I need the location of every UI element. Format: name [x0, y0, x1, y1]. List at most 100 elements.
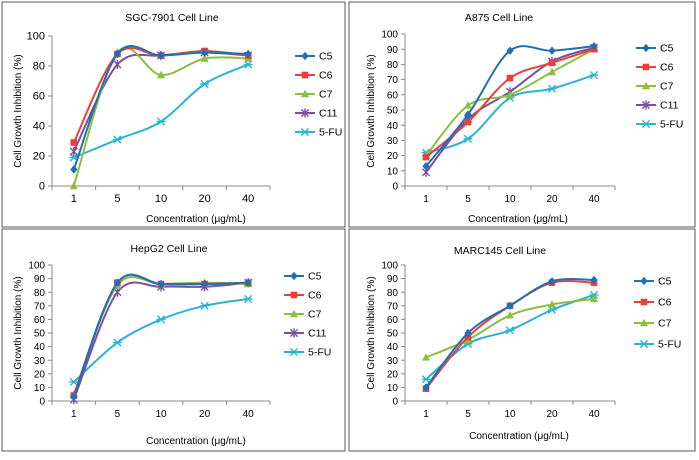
legend-marker-c6: [301, 71, 309, 79]
legend-marker-5-fu: [289, 347, 299, 357]
y-tick-label: 40: [387, 121, 399, 132]
x-axis-label: Concentration (μg/mL): [469, 431, 569, 442]
data-point-c7-10: [506, 90, 514, 98]
y-tick-label: 80: [387, 288, 399, 299]
data-point-c5-20: [548, 277, 556, 286]
y-tick-label: 90: [387, 45, 399, 56]
series-line-c7: [72, 46, 249, 187]
y-tick-label: 50: [387, 329, 399, 340]
data-point-c5-10: [157, 279, 165, 289]
data-point-5-fu-10: [156, 315, 166, 324]
y-tick-label: 0: [39, 181, 45, 193]
legend-label: 5-FU: [308, 347, 331, 359]
x-axis-label: Concentration (μg/mL): [146, 436, 246, 447]
data-point-c7-1: [69, 181, 78, 190]
panel-frame: [1, 1, 346, 228]
data-point-5-fu-1: [421, 375, 431, 384]
data-point-c6-10: [506, 74, 514, 82]
legend-marker-5-fu: [641, 119, 651, 129]
data-point-5-fu-10: [156, 117, 166, 126]
series-c5: [422, 41, 598, 171]
chart-title: SGC-7901 Cell Line: [125, 12, 219, 24]
data-point-c5-5: [113, 278, 121, 287]
y-tick-label: 100: [28, 261, 45, 272]
legend-marker-c5: [642, 43, 650, 53]
x-tick-label: 5: [465, 409, 471, 420]
legend-marker-c7: [301, 89, 309, 98]
legend-item-5-fu: 5-FU: [636, 119, 683, 131]
data-point-5-fu-20: [547, 84, 557, 93]
legend-marker-c5: [640, 276, 648, 286]
data-point-c7-20: [548, 67, 556, 76]
data-point-5-fu-20: [200, 79, 209, 89]
legend-marker-c5: [301, 51, 309, 61]
data-point-c5-20: [201, 279, 209, 289]
data-point-c5-10: [506, 46, 514, 55]
y-tick-label: 50: [387, 106, 399, 117]
data-point-c5-40: [244, 278, 252, 287]
data-point-5-fu-5: [113, 338, 122, 347]
legend-marker-c11: [289, 328, 299, 338]
legend: C5 C6 C7 C11 5-FU: [284, 271, 331, 359]
y-tick-label: 30: [387, 136, 399, 147]
legend: C5 C6 C7 5-FU: [634, 276, 681, 351]
legend-item-c7: C7: [295, 89, 333, 101]
x-tick-label: 5: [465, 194, 471, 205]
legend-item-5-fu: 5-FU: [634, 339, 681, 351]
data-point-c5-40: [590, 41, 598, 51]
series-c5: [70, 45, 252, 174]
y-tick-label: 40: [33, 121, 45, 133]
y-tick-label: 30: [387, 356, 399, 367]
legend-label: C6: [308, 290, 322, 302]
legend-item-c6: C6: [295, 70, 333, 82]
y-tick-label: 60: [33, 91, 45, 103]
legend-marker-c6: [290, 291, 298, 299]
y-tick-label: 90: [34, 274, 46, 285]
data-point-c5-40: [244, 49, 252, 59]
legend-item-c5: C5: [295, 51, 333, 63]
legend-item-c6: C6: [634, 297, 672, 309]
legend-label: C7: [308, 309, 322, 321]
data-point-5-fu-40: [243, 60, 253, 69]
y-axis-label: Cell Growth Inhibition (%): [13, 54, 24, 167]
data-point-c11-1: [69, 146, 78, 157]
legend-marker-c11: [300, 108, 310, 118]
y-axis-label: Cell Growth Inhibition (%): [366, 276, 377, 389]
data-point-c7-20: [200, 54, 209, 62]
legend-item-c7: C7: [634, 318, 672, 330]
data-point-c5-1: [422, 383, 430, 392]
data-point-c5-20: [548, 46, 556, 55]
y-tick-label: 10: [34, 383, 46, 394]
data-point-5-fu-5: [463, 134, 473, 143]
data-point-c6-1: [70, 139, 78, 146]
legend-label: C6: [660, 62, 674, 74]
y-tick-label: 10: [387, 383, 399, 394]
legend-item-c7: C7: [284, 309, 322, 321]
chart-title: A875 Cell Line: [465, 12, 533, 24]
y-axis-label: Cell Growth Inhibition (%): [366, 54, 377, 167]
y-tick-label: 0: [392, 182, 398, 193]
x-tick-label: 40: [588, 409, 600, 420]
y-tick-label: 0: [39, 397, 45, 408]
y-tick-label: 100: [27, 31, 45, 43]
legend-label: C7: [658, 318, 672, 330]
x-tick-label: 10: [504, 409, 516, 420]
data-point-c5-5: [113, 49, 121, 59]
y-tick-label: 90: [387, 274, 399, 285]
data-point-c7-10: [157, 70, 165, 79]
legend-label: 5-FU: [658, 339, 681, 351]
y-tick-label: 20: [33, 151, 45, 163]
y-tick-label: 80: [387, 60, 399, 71]
x-tick-label: 20: [546, 409, 558, 420]
legend-label: 5-FU: [319, 127, 342, 139]
x-tick-label: 5: [115, 409, 121, 420]
data-point-c5-5: [464, 328, 472, 338]
legend-marker-c7: [290, 309, 298, 318]
series-line-c5: [72, 273, 249, 398]
x-tick-label: 40: [243, 409, 255, 420]
data-point-5-fu-40: [589, 70, 599, 80]
x-tick-label: 1: [71, 193, 77, 205]
panel-a875-cell-line: 0 10 20 30 40 50 60 70 80 90 100 1 5 10 20 40 A875 Cell …: [348, 1, 696, 228]
